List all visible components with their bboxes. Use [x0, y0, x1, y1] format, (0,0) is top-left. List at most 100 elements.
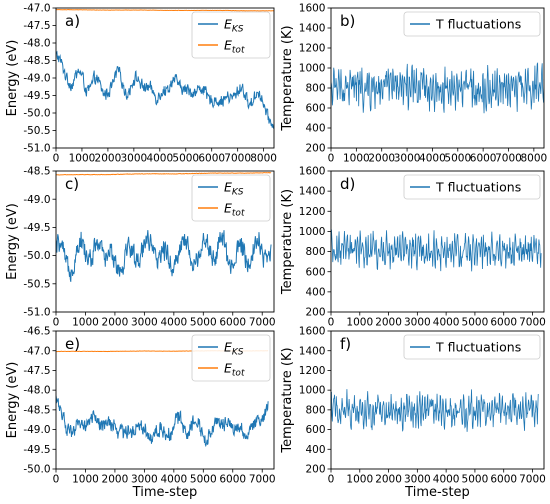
y-tick-label: 1400: [299, 23, 326, 35]
legend: EKS Etot: [191, 334, 271, 382]
panel-label: b): [340, 12, 355, 30]
y-tick-label: 1200: [299, 365, 326, 377]
legend-entry: T fluctuations: [435, 180, 521, 195]
x-tick-label: 2000: [102, 317, 129, 329]
x-tick-label: 4000: [419, 153, 446, 165]
y-tick-label: 600: [305, 266, 325, 278]
x-tick-label: 3000: [120, 153, 147, 165]
x-tick-label: 3000: [131, 317, 158, 329]
legend-box: [403, 11, 541, 37]
y-tick-label: -47.5: [23, 20, 50, 32]
chart-panel-b: 0 100020003000400050006000700080002004006…: [280, 3, 547, 165]
x-tick-label: 8000: [250, 153, 277, 165]
x-axis-label: Time-step: [404, 485, 470, 499]
x-tick-label: 2000: [375, 474, 402, 486]
legend-entry: EKS: [224, 180, 244, 198]
x-tick-label: 4000: [160, 474, 187, 486]
y-tick-label: -49.5: [23, 90, 50, 102]
axes-frame: [330, 330, 545, 470]
legend-entry: Etot: [224, 38, 245, 56]
x-tick-label: 5000: [190, 474, 217, 486]
x-tick-label: 6000: [219, 474, 246, 486]
x-tick-label: 2000: [95, 153, 122, 165]
series-line-temperature: [331, 389, 539, 432]
x-tick-label: 7000: [224, 153, 251, 165]
series-line-tot: [56, 9, 274, 12]
x-tick-label: 7000: [519, 474, 546, 486]
axes-frame: [330, 7, 545, 149]
legend: T fluctuations: [403, 334, 541, 360]
y-axis-label: Temperature (K): [280, 189, 295, 295]
y-tick-label: 1600: [299, 326, 326, 338]
x-tick-label: 0: [53, 153, 60, 165]
y-tick-label: -49.5: [23, 222, 50, 234]
x-tick-label: 0: [53, 474, 60, 486]
y-tick-label: -47.0: [23, 3, 50, 15]
y-tick-label: -46.5: [23, 326, 50, 338]
y-tick-label: -48.5: [23, 55, 50, 67]
legend-box: [403, 334, 541, 360]
y-tick-label: -48.0: [23, 385, 50, 397]
series-line-tot: [56, 171, 272, 176]
y-tick-label: -50.0: [23, 250, 50, 262]
y-tick-label: -49.0: [23, 424, 50, 436]
y-tick-label: -51.0: [23, 143, 50, 155]
x-tick-label: 3000: [394, 153, 421, 165]
y-tick-label: -49.0: [23, 194, 50, 206]
x-tick-label: 2000: [375, 317, 402, 329]
legend: T fluctuations: [403, 174, 541, 200]
y-tick-label: 200: [305, 464, 325, 476]
chart-panel-c: 0 1000 2000 3000 4000 5000 6000 7000 -51.0 -50.5 -…: [5, 166, 276, 329]
y-tick-label: -48.5: [23, 166, 50, 178]
y-axis-label: Temperature (K): [280, 25, 295, 131]
y-tick-label: -50.5: [23, 278, 50, 290]
x-tick-label: 5000: [444, 153, 471, 165]
x-tick-label: 0: [328, 317, 335, 329]
x-tick-label: 1000: [346, 317, 373, 329]
y-tick-label: 400: [305, 286, 325, 298]
x-tick-label: 2000: [368, 153, 395, 165]
x-tick-label: 0: [328, 153, 335, 165]
x-tick-label: 7000: [249, 317, 276, 329]
legend-entry: Etot: [224, 201, 245, 219]
y-tick-label: -47.5: [23, 365, 50, 377]
x-tick-label: 0: [53, 317, 60, 329]
x-tick-label: 6000: [219, 317, 246, 329]
legend-entry: EKS: [224, 340, 244, 358]
legend-entry: T fluctuations: [435, 340, 521, 355]
chart-panel-a: 0 1000 2000 3000 4000 5000 6000 7000 8000 -51.0 -5…: [5, 3, 277, 165]
axes-frame: [55, 330, 275, 470]
series-line-ks: [56, 395, 269, 448]
y-tick-label: -49.5: [23, 444, 50, 456]
legend-entry: T fluctuations: [435, 17, 521, 32]
y-tick-label: -51.0: [23, 307, 50, 319]
y-tick-label: -48.5: [23, 404, 50, 416]
y-tick-label: 1400: [299, 345, 326, 357]
y-tick-label: 600: [305, 424, 325, 436]
panel-label: c): [65, 175, 79, 193]
x-tick-label: 3000: [131, 474, 158, 486]
panel-label: e): [65, 335, 80, 353]
legend: EKS Etot: [191, 11, 271, 59]
panel-label: f): [340, 335, 351, 353]
x-axis-label: Time-step: [132, 485, 198, 499]
x-tick-label: 7000: [495, 153, 522, 165]
x-tick-label: 3000: [404, 317, 431, 329]
series-line-temperature: [331, 229, 542, 272]
y-tick-label: 1600: [299, 3, 326, 15]
x-tick-label: 5000: [172, 153, 199, 165]
x-tick-label: 7000: [249, 474, 276, 486]
chart-panel-f: 0 1000 2000 3000 4000 5000 6000 700020040060080…: [280, 326, 546, 500]
y-axis-label: Energy (eV): [5, 203, 20, 280]
y-tick-label: 400: [305, 444, 325, 456]
chart-panel-d: 0 1000 2000 3000 4000 5000 6000 700020040060080…: [280, 166, 546, 329]
legend-entry: EKS: [224, 17, 244, 35]
x-tick-label: 2000: [102, 474, 129, 486]
axes-frame: [330, 170, 545, 313]
x-tick-label: 6000: [470, 153, 497, 165]
y-tick-label: 1600: [299, 166, 326, 178]
y-tick-label: 600: [305, 103, 325, 115]
y-tick-label: -50.0: [23, 108, 50, 120]
